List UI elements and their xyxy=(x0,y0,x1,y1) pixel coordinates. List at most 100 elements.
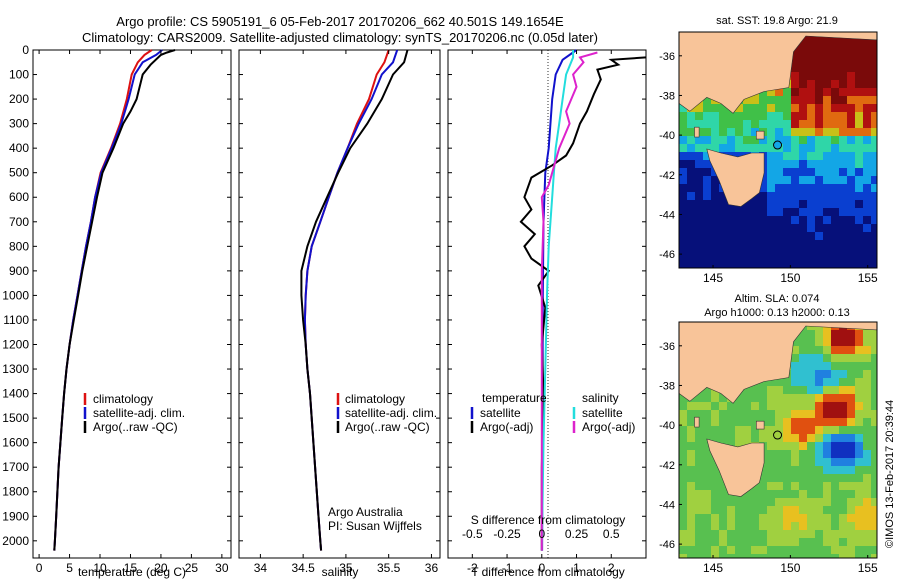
x-tick-label: 15 xyxy=(124,561,138,575)
y-tick-label: 1100 xyxy=(3,313,29,327)
map-cell xyxy=(775,152,783,160)
map-cell xyxy=(791,184,799,192)
map-cell xyxy=(711,240,719,248)
map-cell xyxy=(815,338,823,346)
map-cell xyxy=(759,490,767,498)
map-cell xyxy=(815,104,823,112)
map-cell xyxy=(807,128,815,136)
map-cell xyxy=(735,418,743,426)
map-cell xyxy=(823,80,831,88)
map-cell xyxy=(751,490,759,498)
map-cell xyxy=(775,538,783,546)
map-cell xyxy=(711,208,719,216)
map-cell xyxy=(823,458,831,466)
map-cell xyxy=(863,450,871,458)
map-cell xyxy=(791,176,799,184)
map-cell xyxy=(807,418,815,426)
map-cell xyxy=(855,128,863,136)
difference-panel: -2 -0.5 -1 -0.25 0 0 1 0.25 2 0.5 S difference fr… xyxy=(447,49,647,579)
map-cell xyxy=(823,96,831,104)
map-cell xyxy=(807,80,815,88)
land-polygon-2 xyxy=(694,416,700,428)
y-tick-label: 2000 xyxy=(2,534,29,548)
land-polygon-1 xyxy=(706,438,765,497)
map-cell xyxy=(767,538,775,546)
map-cell xyxy=(831,418,839,426)
y-tick-label: 0 xyxy=(22,43,29,57)
map-cell xyxy=(839,200,847,208)
map-cell xyxy=(775,128,783,136)
map-cell xyxy=(807,184,815,192)
map-cell xyxy=(847,56,855,64)
map-cell xyxy=(783,256,791,264)
map-cell xyxy=(775,498,783,506)
map-cell xyxy=(703,514,711,522)
map-cell xyxy=(807,554,815,558)
difference-xlabel: T difference from climatology xyxy=(471,565,625,579)
map-cell xyxy=(695,176,703,184)
map-cell xyxy=(687,498,695,506)
map-cell xyxy=(839,466,847,474)
map-cell xyxy=(711,426,719,434)
map-cell xyxy=(687,522,695,530)
map-cell xyxy=(847,128,855,136)
map-cell xyxy=(831,450,839,458)
map-cell xyxy=(783,514,791,522)
map-cell xyxy=(847,474,855,482)
map-cell xyxy=(767,490,775,498)
map-cell xyxy=(767,240,775,248)
map-cell xyxy=(799,522,807,530)
map-cell xyxy=(807,120,815,128)
map-cell xyxy=(799,80,807,88)
map-cell xyxy=(823,418,831,426)
map-cell xyxy=(831,232,839,240)
map-cell xyxy=(735,136,743,144)
map-cell xyxy=(767,418,775,426)
map-cell xyxy=(815,248,823,256)
map-cell xyxy=(799,546,807,554)
map-cell xyxy=(735,546,743,554)
map-cell xyxy=(799,370,807,378)
map-cell xyxy=(855,354,863,362)
map-cell xyxy=(855,248,863,256)
map-cell xyxy=(775,386,783,394)
map-cell xyxy=(871,136,877,144)
map-cell xyxy=(815,386,823,394)
map-cell xyxy=(863,362,871,370)
map-cell xyxy=(703,104,711,112)
map-cell xyxy=(687,418,695,426)
map-cell xyxy=(687,482,695,490)
map-cell xyxy=(855,80,863,88)
map-cell xyxy=(871,402,877,410)
map-cell xyxy=(823,538,831,546)
map-cell xyxy=(695,208,703,216)
map-cell xyxy=(743,224,751,232)
map-cell xyxy=(727,498,735,506)
map-cell xyxy=(719,410,727,418)
map-cell xyxy=(871,466,877,474)
map-cell xyxy=(823,200,831,208)
map-cell xyxy=(799,450,807,458)
map-cell xyxy=(855,330,863,338)
map-cell xyxy=(791,232,799,240)
map-cell xyxy=(815,514,823,522)
map-y-tick-label: -36 xyxy=(659,51,675,63)
salinity-legend-argo: Argo(..raw -QC) xyxy=(345,420,430,434)
map-cell xyxy=(791,104,799,112)
map-cell xyxy=(855,362,863,370)
map-cell xyxy=(775,506,783,514)
map-cell xyxy=(735,506,743,514)
map-y-tick-label: -40 xyxy=(659,420,675,432)
map-cell xyxy=(775,96,783,104)
map-cell xyxy=(735,144,743,152)
map-cell xyxy=(687,402,695,410)
map-cell xyxy=(791,64,799,72)
map-cell xyxy=(735,216,743,224)
map-cell xyxy=(863,338,871,346)
map-cell xyxy=(831,346,839,354)
map-cell xyxy=(783,216,791,224)
map-cell xyxy=(751,208,759,216)
map-cell xyxy=(807,466,815,474)
map-cell xyxy=(767,232,775,240)
map-cell xyxy=(815,346,823,354)
